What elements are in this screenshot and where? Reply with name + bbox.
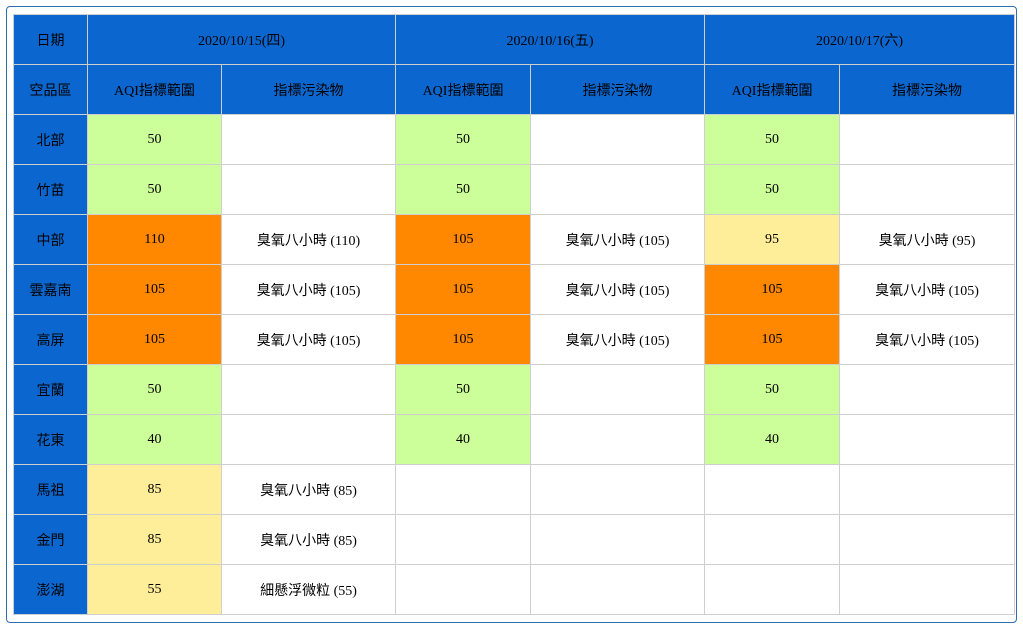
pollutant-cell	[530, 414, 706, 465]
aqi-value-cell: 50	[87, 114, 222, 165]
pollutant-cell: 臭氧八小時 (110)	[220, 214, 397, 265]
aqi-value-cell: 95	[704, 214, 841, 265]
aqi-value-cell: 50	[704, 364, 841, 415]
aqi-value-cell: 50	[87, 164, 222, 215]
aqi-value-cell: 105	[395, 264, 532, 315]
pollutant-cell	[220, 114, 397, 165]
pollutant-cell	[839, 114, 1016, 165]
pollutant-cell: 臭氧八小時 (95)	[839, 214, 1016, 265]
pollutant-cell: 臭氧八小時 (105)	[839, 314, 1016, 365]
pollutant-cell	[839, 464, 1016, 515]
aqi-value-cell: 50	[704, 114, 841, 165]
pollutant-cell: 臭氧八小時 (105)	[220, 264, 397, 315]
pollutant-cell	[530, 514, 706, 565]
aqi-value-cell: 110	[87, 214, 222, 265]
table-row: 中部 110 臭氧八小時 (110) 105 臭氧八小時 (105) 95 臭氧八小時 (9…	[13, 214, 1016, 265]
pollutant-cell	[839, 164, 1016, 215]
aqi-range-header: AQI指標範圍	[87, 64, 222, 115]
aqi-value-cell: 105	[395, 314, 532, 365]
aqi-value-cell	[704, 464, 841, 515]
aqi-value-cell	[395, 514, 532, 565]
aqi-value-cell: 105	[87, 264, 222, 315]
date-header-3: 2020/10/17(六)	[704, 14, 1016, 65]
aqi-value-cell	[704, 564, 841, 615]
aqi-forecast-table: 日期 2020/10/15(四) 2020/10/16(五) 2020/10/1…	[13, 14, 1016, 615]
region-cell: 北部	[13, 114, 88, 165]
aqi-value-cell: 50	[704, 164, 841, 215]
pollutant-cell	[220, 164, 397, 215]
region-cell: 馬祖	[13, 464, 88, 515]
aqi-value-cell: 105	[704, 264, 841, 315]
pollutant-cell: 臭氧八小時 (105)	[530, 314, 706, 365]
aqi-value-cell: 40	[704, 414, 841, 465]
aqi-range-header: AQI指標範圍	[395, 64, 532, 115]
aqi-value-cell: 105	[704, 314, 841, 365]
pollutant-cell	[839, 364, 1016, 415]
pollutant-cell: 臭氧八小時 (85)	[220, 514, 397, 565]
aqi-value-cell: 105	[87, 314, 222, 365]
date-header-row: 日期 2020/10/15(四) 2020/10/16(五) 2020/10/1…	[13, 14, 1016, 65]
aqi-value-cell: 105	[395, 214, 532, 265]
pollutant-cell	[220, 364, 397, 415]
aqi-value-cell: 50	[395, 164, 532, 215]
aqi-value-cell: 55	[87, 564, 222, 615]
pollutant-cell	[530, 114, 706, 165]
pollutant-header: 指標污染物	[530, 64, 706, 115]
pollutant-cell	[530, 464, 706, 515]
pollutant-cell	[839, 514, 1016, 565]
pollutant-cell	[530, 164, 706, 215]
aqi-value-cell: 85	[87, 464, 222, 515]
aqi-value-cell: 40	[395, 414, 532, 465]
date-header-1: 2020/10/15(四)	[86, 14, 397, 65]
table-row: 馬祖 85 臭氧八小時 (85)	[13, 464, 1016, 515]
pollutant-cell: 臭氧八小時 (105)	[839, 264, 1016, 315]
aqi-value-cell	[395, 564, 532, 615]
aqi-value-cell	[395, 464, 532, 515]
table-row: 金門 85 臭氧八小時 (85)	[13, 514, 1016, 565]
aqi-value-cell: 50	[395, 114, 532, 165]
region-cell: 金門	[13, 514, 88, 565]
pollutant-cell	[839, 564, 1016, 615]
pollutant-header: 指標污染物	[220, 64, 397, 115]
pollutant-cell: 細懸浮微粒 (55)	[220, 564, 397, 615]
aqi-range-header: AQI指標範圍	[704, 64, 841, 115]
region-cell: 花東	[13, 414, 88, 465]
pollutant-cell: 臭氧八小時 (105)	[220, 314, 397, 365]
region-cell: 澎湖	[13, 564, 88, 615]
aqi-value-cell: 50	[395, 364, 532, 415]
pollutant-cell	[839, 414, 1016, 465]
table-row: 竹苗 50 50 50	[13, 164, 1016, 215]
region-label: 空品區	[13, 64, 88, 115]
pollutant-cell: 臭氧八小時 (105)	[530, 264, 706, 315]
table-row: 花東 40 40 40	[13, 414, 1016, 465]
table-row: 宜蘭 50 50 50	[13, 364, 1016, 415]
pollutant-cell	[530, 364, 706, 415]
table-row: 北部 50 50 50	[13, 114, 1016, 165]
region-cell: 高屏	[13, 314, 88, 365]
column-header-row: 空品區 AQI指標範圍 指標污染物 AQI指標範圍 指標污染物 AQI指標範圍 …	[13, 64, 1016, 115]
aqi-value-cell: 50	[87, 364, 222, 415]
aqi-value-cell: 40	[87, 414, 222, 465]
aqi-value-cell: 85	[87, 514, 222, 565]
pollutant-header: 指標污染物	[839, 64, 1016, 115]
pollutant-cell	[530, 564, 706, 615]
region-cell: 雲嘉南	[13, 264, 88, 315]
date-label: 日期	[13, 14, 88, 65]
region-cell: 宜蘭	[13, 364, 88, 415]
table-row: 澎湖 55 細懸浮微粒 (55)	[13, 564, 1016, 615]
region-cell: 中部	[13, 214, 88, 265]
pollutant-cell: 臭氧八小時 (105)	[530, 214, 706, 265]
region-cell: 竹苗	[13, 164, 88, 215]
table-row: 雲嘉南 105 臭氧八小時 (105) 105 臭氧八小時 (105) 105 臭氧八小時 …	[13, 264, 1016, 315]
table-row: 高屏 105 臭氧八小時 (105) 105 臭氧八小時 (105) 105 臭氧八小時 (…	[13, 314, 1016, 365]
date-header-2: 2020/10/16(五)	[395, 14, 706, 65]
pollutant-cell: 臭氧八小時 (85)	[220, 464, 397, 515]
pollutant-cell	[220, 414, 397, 465]
aqi-value-cell	[704, 514, 841, 565]
